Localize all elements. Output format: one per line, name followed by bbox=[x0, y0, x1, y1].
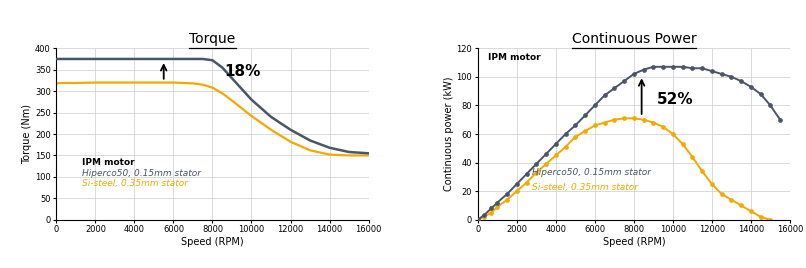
Text: Hiperco50, 0.15mm stator: Hiperco50, 0.15mm stator bbox=[533, 168, 651, 177]
Y-axis label: Torque (Nm): Torque (Nm) bbox=[23, 104, 32, 164]
Text: IPM motor: IPM motor bbox=[488, 53, 540, 62]
Text: 52%: 52% bbox=[657, 92, 694, 107]
X-axis label: Speed (RPM): Speed (RPM) bbox=[603, 237, 665, 247]
Title: Torque: Torque bbox=[189, 32, 235, 46]
Text: IPM motor: IPM motor bbox=[81, 158, 135, 167]
Text: Hiperco50, 0.15mm stator: Hiperco50, 0.15mm stator bbox=[81, 169, 201, 178]
Y-axis label: Continuous power (kW): Continuous power (kW) bbox=[443, 77, 454, 191]
Text: Si-steel, 0.35mm stator: Si-steel, 0.35mm stator bbox=[533, 183, 638, 192]
Text: 18%: 18% bbox=[224, 64, 260, 79]
X-axis label: Speed (RPM): Speed (RPM) bbox=[181, 237, 243, 247]
Text: Si-steel, 0.35mm stator: Si-steel, 0.35mm stator bbox=[81, 179, 188, 188]
Title: Continuous Power: Continuous Power bbox=[571, 32, 696, 46]
